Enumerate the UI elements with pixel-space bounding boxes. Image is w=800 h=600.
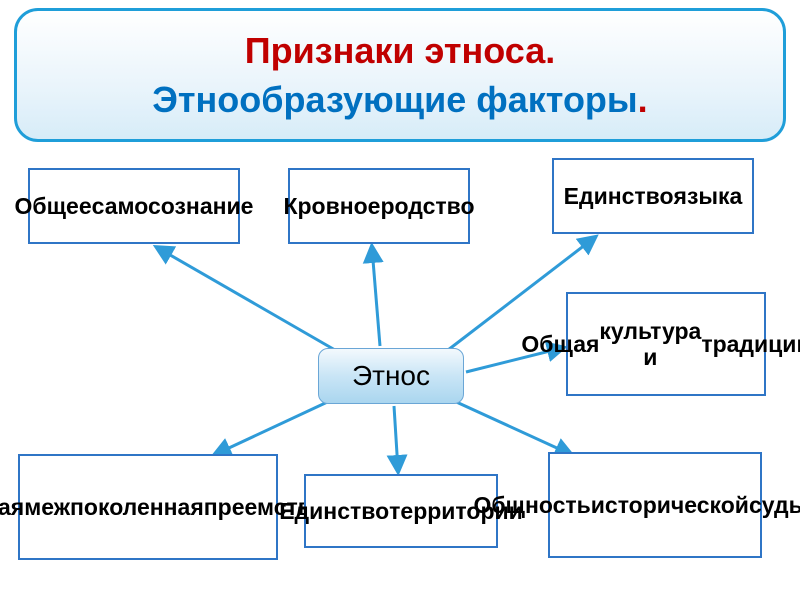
box-territory-unity: Единствотерритории [304, 474, 498, 548]
box-line: Единство [564, 183, 674, 209]
box-line: родство [380, 193, 474, 219]
box-line: Кровное [283, 193, 380, 219]
arrow [216, 398, 336, 454]
box-line: межпоколенная [24, 494, 204, 520]
box-language-unity: Единствоязыка [552, 158, 754, 234]
box-line: языка [674, 183, 743, 209]
arrow [372, 248, 380, 346]
box-line: культура и [599, 318, 701, 371]
arrow [158, 248, 335, 350]
box-blood-kinship: Кровноеродство [288, 168, 470, 244]
box-line: Единство [279, 498, 389, 524]
header-title-1: Признаки этноса. [245, 29, 556, 72]
box-line: Общность [473, 492, 590, 518]
box-line: самосознание [92, 193, 254, 219]
arrow [394, 406, 398, 470]
box-line: традиции [701, 331, 800, 357]
header-title-2: Этнообразующие факторы. [152, 78, 647, 121]
box-culture-traditions: Общаякультура итрадиции [566, 292, 766, 396]
box-intergenerational: Устойчиваямежпоколеннаяпреемственность [18, 454, 278, 560]
header-title-2-text: Этнообразующие факторы [152, 79, 637, 120]
center-node: Этнос [318, 348, 464, 404]
box-line: Устойчивая [0, 494, 24, 520]
header-panel: Признаки этноса. Этнообразующие факторы. [14, 8, 786, 142]
box-line: Общая [521, 331, 599, 357]
box-line: исторической [591, 492, 749, 518]
box-self-awareness: Общеесамосознание [28, 168, 240, 244]
header-title-2-dot: . [638, 79, 648, 120]
box-line: Общее [15, 193, 92, 219]
arrow [452, 400, 570, 454]
box-line: судьбы [749, 492, 800, 518]
box-historical-fate: Общностьисторическойсудьбы [548, 452, 762, 558]
